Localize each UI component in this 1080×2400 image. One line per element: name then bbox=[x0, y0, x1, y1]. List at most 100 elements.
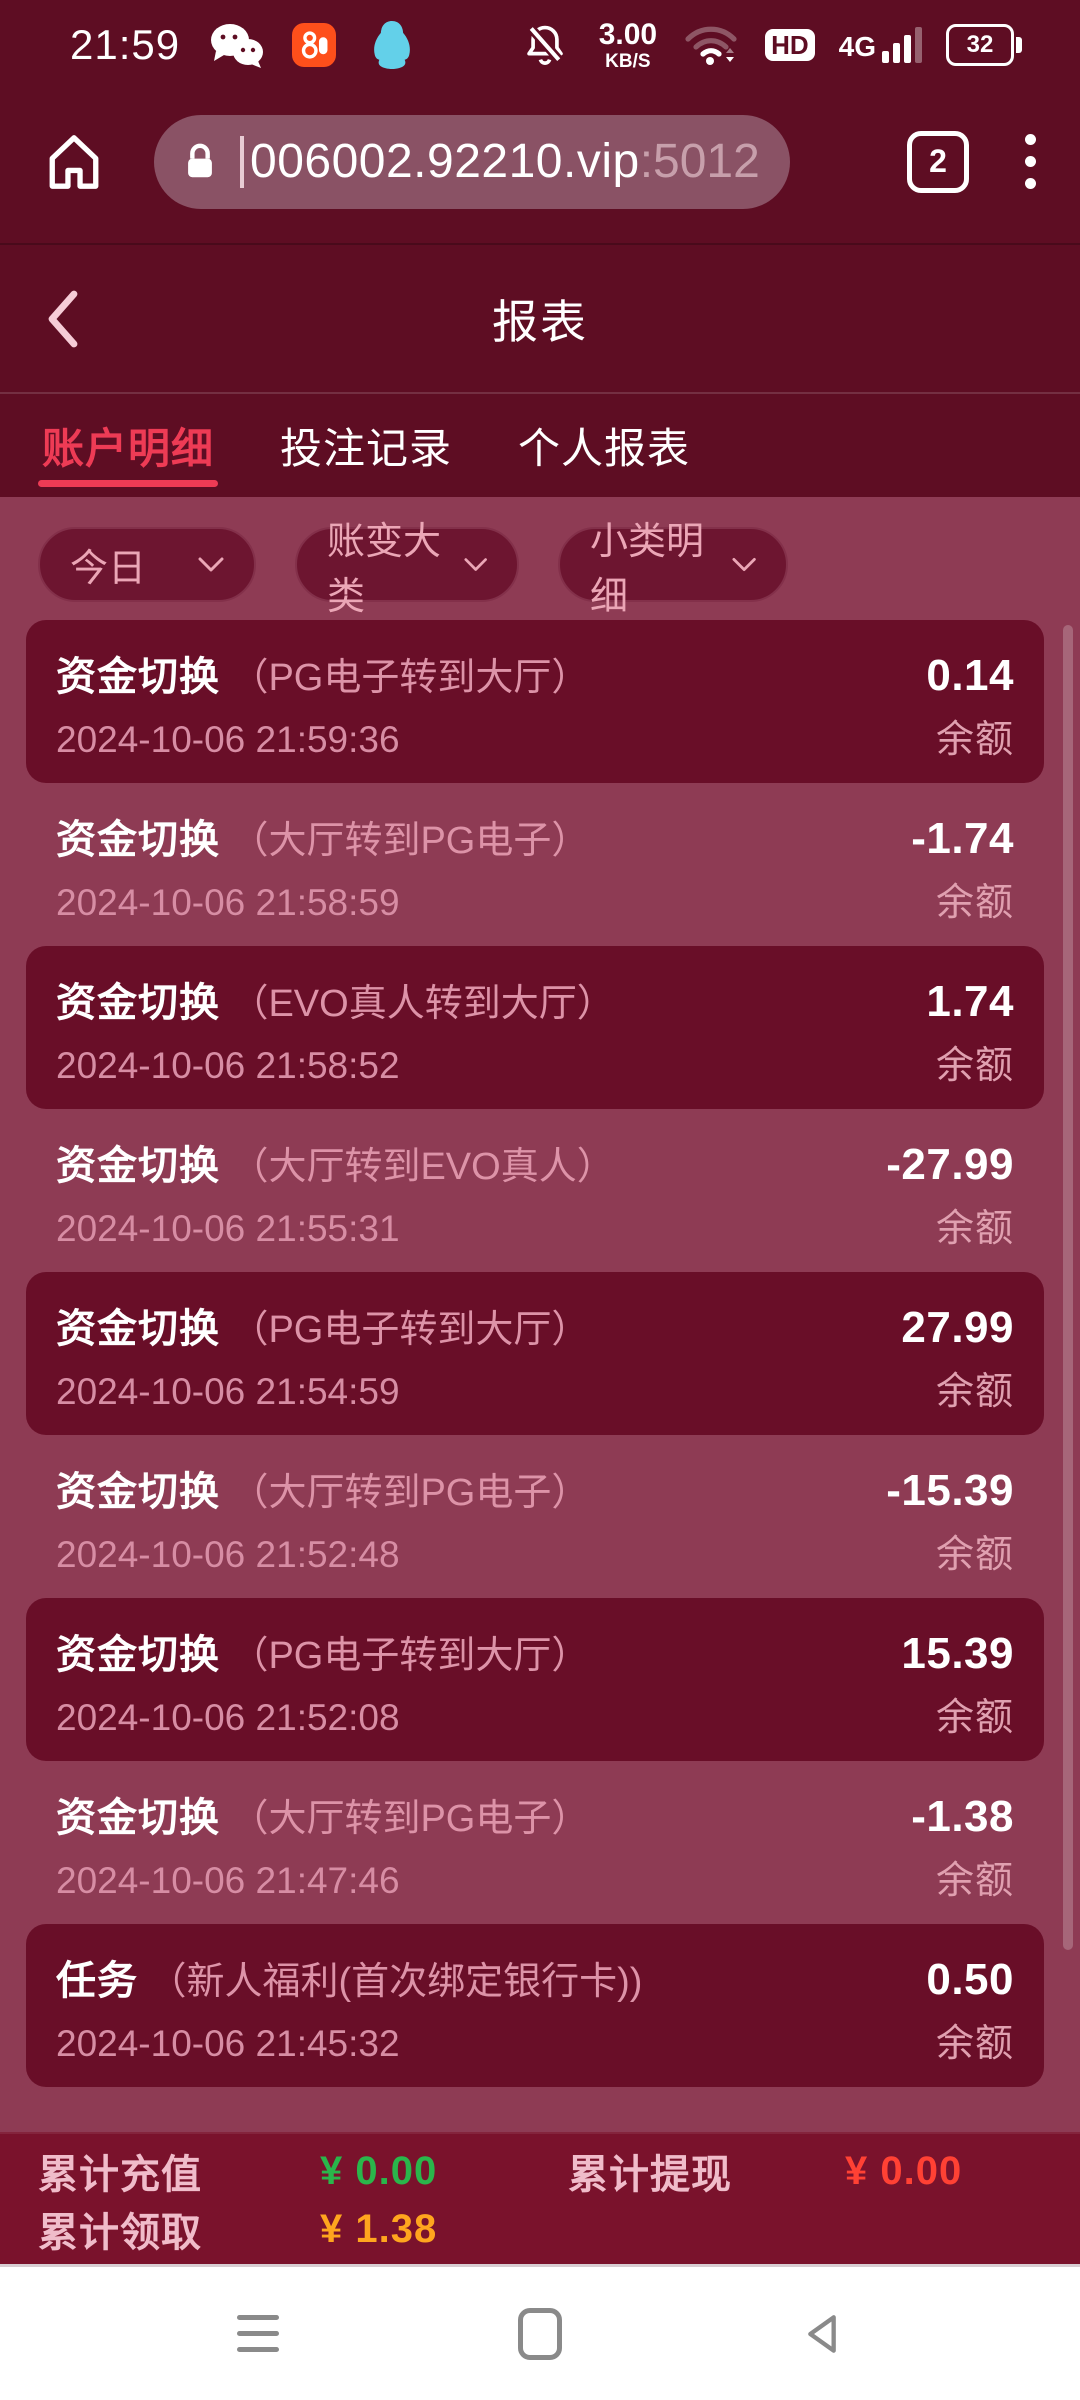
withdraw-total-label: 累计提现 bbox=[568, 2153, 732, 2197]
transaction-category: 资金切换 bbox=[56, 981, 220, 1025]
back-nav-button[interactable] bbox=[792, 2304, 852, 2364]
transaction-row[interactable]: 资金切换 （EVO真人转到大厅） 1.74 2024-10-06 21:58:5… bbox=[26, 946, 1044, 1109]
transaction-list: 资金切换 （PG电子转到大厅） 0.14 2024-10-06 21:59:36… bbox=[0, 620, 1080, 2087]
browser-toolbar: 006002.92210.vip:5012 2 bbox=[0, 80, 1080, 245]
filter-category-dropdown[interactable]: 账变大类 bbox=[295, 521, 519, 618]
balance-label: 余额 bbox=[935, 1697, 1014, 1739]
tab-bet-records[interactable]: 投注记录 bbox=[280, 425, 453, 472]
filter-date-dropdown[interactable]: 今日 bbox=[38, 527, 256, 602]
tab-bar: 账户明细 投注记录 个人报表 bbox=[0, 394, 1080, 497]
transaction-datetime: 2024-10-06 21:52:48 bbox=[56, 1534, 400, 1575]
transaction-category: 资金切换 bbox=[56, 1307, 220, 1351]
qq-icon bbox=[362, 15, 422, 75]
browser-home-icon[interactable] bbox=[44, 132, 104, 192]
transaction-note: （PG电子转到大厅） bbox=[230, 657, 590, 699]
transaction-amount: 0.14 bbox=[926, 651, 1014, 700]
back-triangle-icon bbox=[808, 2314, 836, 2353]
notifications-off-icon bbox=[515, 15, 575, 75]
filter-row: 今日 账变大类 小类明细 bbox=[0, 521, 1080, 618]
transaction-datetime: 2024-10-06 21:45:32 bbox=[56, 2023, 400, 2064]
transaction-note: （大厅转到PG电子） bbox=[230, 1472, 590, 1514]
withdraw-total-value: ¥ 0.00 bbox=[845, 2148, 963, 2193]
back-button[interactable] bbox=[36, 245, 90, 392]
transaction-amount: -1.38 bbox=[911, 1792, 1014, 1841]
transaction-datetime: 2024-10-06 21:59:36 bbox=[56, 719, 400, 760]
chevron-down-icon bbox=[198, 557, 224, 571]
balance-label: 余额 bbox=[935, 1371, 1014, 1413]
transaction-category: 资金切换 bbox=[56, 655, 220, 699]
report-content: 今日 账变大类 小类明细 资金切换 （PG电子转到大厅） 0.14 2024-1… bbox=[0, 497, 1080, 2132]
transaction-category: 资金切换 bbox=[56, 1470, 220, 1514]
transaction-category: 资金切换 bbox=[56, 1796, 220, 1840]
browser-menu-icon[interactable] bbox=[1025, 134, 1036, 189]
summary-bar: 累计充值 ¥ 0.00 累计提现 ¥ 0.00 累计领取 ¥ 1.38 bbox=[0, 2132, 1080, 2264]
transaction-datetime: 2024-10-06 21:55:31 bbox=[56, 1208, 400, 1249]
transaction-amount: -15.39 bbox=[886, 1466, 1014, 1515]
menu-lines-icon bbox=[237, 2315, 279, 2352]
transaction-row[interactable]: 任务 （新人福利(首次绑定银行卡)) 0.50 2024-10-06 21:45… bbox=[26, 1924, 1044, 2087]
tab-personal-report[interactable]: 个人报表 bbox=[518, 425, 691, 472]
balance-label: 余额 bbox=[935, 719, 1014, 761]
transaction-row[interactable]: 资金切换 （大厅转到PG电子） -15.39 2024-10-06 21:52:… bbox=[26, 1435, 1044, 1598]
transaction-category: 资金切换 bbox=[56, 1144, 220, 1188]
transaction-amount: 1.74 bbox=[926, 977, 1014, 1026]
transaction-row[interactable]: 资金切换 （PG电子转到大厅） 15.39 2024-10-06 21:52:0… bbox=[26, 1598, 1044, 1761]
url-host: 006002.92210.vip bbox=[250, 135, 640, 188]
deposit-total-label: 累计充值 bbox=[38, 2153, 202, 2197]
transaction-amount: -27.99 bbox=[886, 1140, 1014, 1189]
transaction-note: （大厅转到PG电子） bbox=[230, 1798, 590, 1840]
transaction-datetime: 2024-10-06 21:52:08 bbox=[56, 1697, 400, 1738]
transaction-row[interactable]: 资金切换 （大厅转到PG电子） -1.74 2024-10-06 21:58:5… bbox=[26, 783, 1044, 946]
transaction-datetime: 2024-10-06 21:58:52 bbox=[56, 1045, 400, 1086]
balance-label: 余额 bbox=[935, 1860, 1014, 1902]
page-header: 报表 bbox=[0, 245, 1080, 394]
status-bar: 21:59 bbox=[0, 0, 1080, 80]
deposit-total-value: ¥ 0.00 bbox=[320, 2148, 438, 2193]
recent-apps-button[interactable] bbox=[228, 2304, 288, 2364]
kuaishou-icon bbox=[292, 23, 337, 67]
network-speed: 3.00 KB/S bbox=[598, 17, 658, 72]
cellular-signal-icon: 4G bbox=[839, 27, 922, 63]
transaction-note: （PG电子转到大厅） bbox=[230, 1635, 590, 1677]
scrollbar-thumb[interactable] bbox=[1063, 625, 1073, 1950]
chevron-down-icon bbox=[464, 557, 487, 571]
claim-total-label: 累计领取 bbox=[38, 2211, 202, 2255]
claim-total-value: ¥ 1.38 bbox=[320, 2206, 438, 2251]
text-cursor bbox=[240, 135, 244, 188]
transaction-row[interactable]: 资金切换 （大厅转到EVO真人） -27.99 2024-10-06 21:55… bbox=[26, 1109, 1044, 1272]
transaction-row[interactable]: 资金切换 （PG电子转到大厅） 27.99 2024-10-06 21:54:5… bbox=[26, 1272, 1044, 1435]
balance-label: 余额 bbox=[935, 1208, 1014, 1250]
home-button[interactable] bbox=[510, 2304, 570, 2364]
transaction-note: （PG电子转到大厅） bbox=[230, 1309, 590, 1351]
lock-icon bbox=[182, 140, 218, 184]
chevron-down-icon bbox=[732, 557, 756, 571]
balance-label: 余额 bbox=[935, 1045, 1014, 1087]
android-nav-bar bbox=[0, 2264, 1080, 2400]
transaction-note: （新人福利(首次绑定银行卡)) bbox=[148, 1961, 643, 2003]
clock: 21:59 bbox=[70, 21, 181, 68]
hd-icon: HD bbox=[765, 29, 815, 61]
balance-label: 余额 bbox=[935, 882, 1014, 924]
wechat-icon bbox=[206, 15, 266, 75]
home-squircle-icon bbox=[518, 2307, 562, 2360]
transaction-amount: -1.74 bbox=[911, 814, 1014, 863]
transaction-amount: 0.50 bbox=[926, 1955, 1014, 2004]
url-port: :5012 bbox=[639, 135, 760, 188]
transaction-category: 资金切换 bbox=[56, 818, 220, 862]
url-bar[interactable]: 006002.92210.vip:5012 bbox=[154, 114, 790, 209]
transaction-category: 资金切换 bbox=[56, 1633, 220, 1677]
transaction-amount: 27.99 bbox=[901, 1303, 1014, 1352]
balance-label: 余额 bbox=[935, 2023, 1014, 2065]
page-title: 报表 bbox=[492, 295, 588, 348]
wifi-icon bbox=[681, 15, 741, 75]
transaction-row[interactable]: 资金切换 （PG电子转到大厅） 0.14 2024-10-06 21:59:36… bbox=[26, 620, 1044, 783]
transaction-row[interactable]: 资金切换 （大厅转到PG电子） -1.38 2024-10-06 21:47:4… bbox=[26, 1761, 1044, 1924]
battery-icon: 32 bbox=[946, 24, 1022, 66]
filter-subcategory-dropdown[interactable]: 小类明细 bbox=[558, 521, 788, 618]
transaction-note: （EVO真人转到大厅） bbox=[230, 983, 615, 1025]
tab-count-button[interactable]: 2 bbox=[907, 130, 969, 193]
transaction-note: （大厅转到EVO真人） bbox=[230, 1146, 615, 1188]
tab-account-detail[interactable]: 账户明细 bbox=[37, 394, 219, 497]
transaction-note: （大厅转到PG电子） bbox=[230, 820, 590, 862]
